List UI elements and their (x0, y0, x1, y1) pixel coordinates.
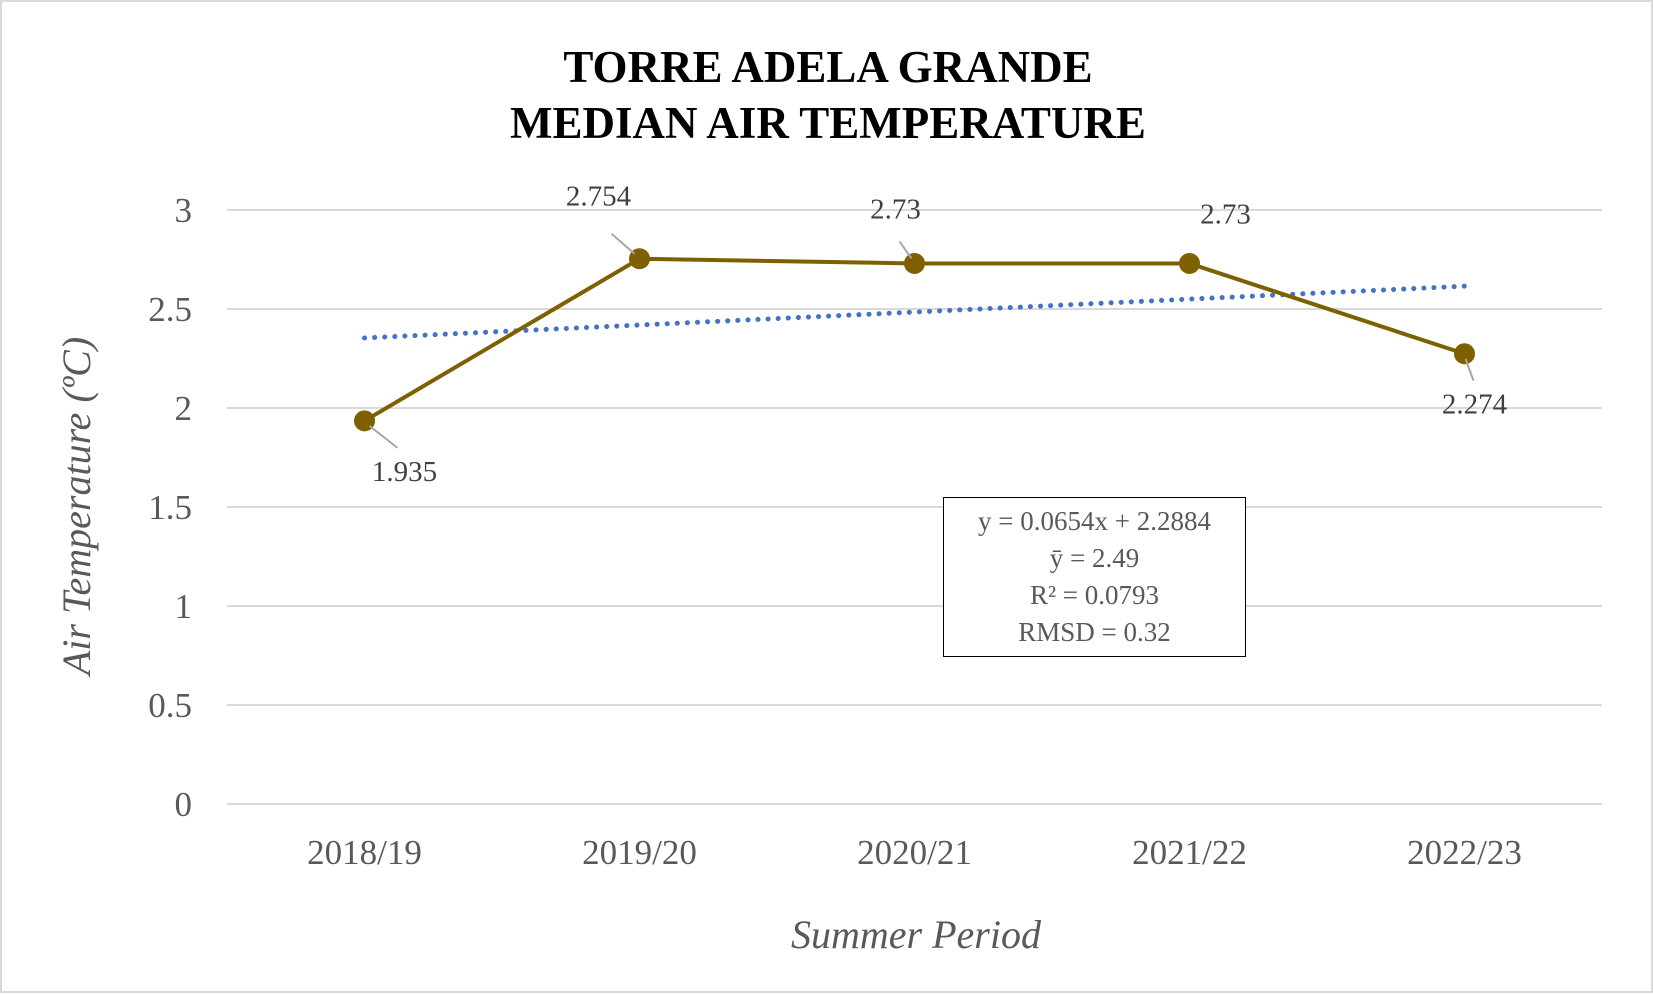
x-tick-label: 2020/21 (857, 833, 972, 872)
y-tick-label: 1.5 (148, 488, 192, 527)
data-point (904, 252, 925, 274)
data-label-leader (898, 240, 913, 260)
data-label: 2.73 (1200, 198, 1251, 230)
data-label: 2.754 (566, 181, 632, 213)
r-squared: R² = 0.0793 (1029, 580, 1160, 610)
data-labels: 1.935 2.754 2.73 2.73 2.274 (368, 181, 1508, 488)
data-label: 2.73 (870, 193, 921, 225)
data-point (1179, 252, 1200, 274)
mean-value: ȳ = 2.49 (1049, 543, 1140, 573)
regression-equation: y = 0.0654x + 2.2884 (978, 506, 1211, 536)
x-tick-label: 2019/20 (582, 833, 697, 872)
regression-stats-box: y = 0.0654x + 2.2884 ȳ = 2.49 R² = 0.079… (943, 497, 1246, 657)
chart-title-line-2: MEDIAN AIR TEMPERATURE (510, 98, 1146, 148)
data-label-leader (368, 425, 399, 449)
x-axis-title: Summer Period (791, 912, 1042, 957)
series-group (354, 248, 1475, 432)
y-tick-labels: 0 0.5 1 1.5 2 2.5 3 (148, 191, 192, 824)
chart-title-line-1: TORRE ADELA GRANDE (563, 42, 1092, 92)
trendline (362, 283, 1467, 341)
y-tick-label: 3 (175, 191, 193, 230)
trendline-group (362, 283, 1467, 341)
data-point (629, 248, 650, 270)
series-line (363, 256, 1466, 423)
y-tick-label: 2 (175, 389, 193, 428)
x-tick-label: 2018/19 (307, 833, 422, 872)
x-tick-label: 2022/23 (1407, 833, 1522, 872)
x-tick-label: 2021/22 (1132, 833, 1247, 872)
y-tick-label: 0.5 (148, 686, 192, 725)
y-axis-title: Air Temperature (ºC) (54, 337, 99, 678)
gridlines (227, 209, 1602, 805)
y-tick-label: 1 (175, 587, 193, 626)
x-tick-labels: 2018/19 2019/20 2020/21 2021/22 2022/23 (307, 833, 1522, 872)
data-label: 1.935 (372, 456, 437, 488)
data-label-leader (1464, 358, 1475, 382)
y-tick-label: 0 (175, 785, 193, 824)
data-label: 2.274 (1442, 389, 1508, 421)
y-tick-label: 2.5 (148, 290, 192, 329)
data-point (1454, 343, 1475, 365)
data-label-leader (610, 232, 636, 255)
rmsd-value: RMSD = 0.32 (1018, 617, 1171, 647)
